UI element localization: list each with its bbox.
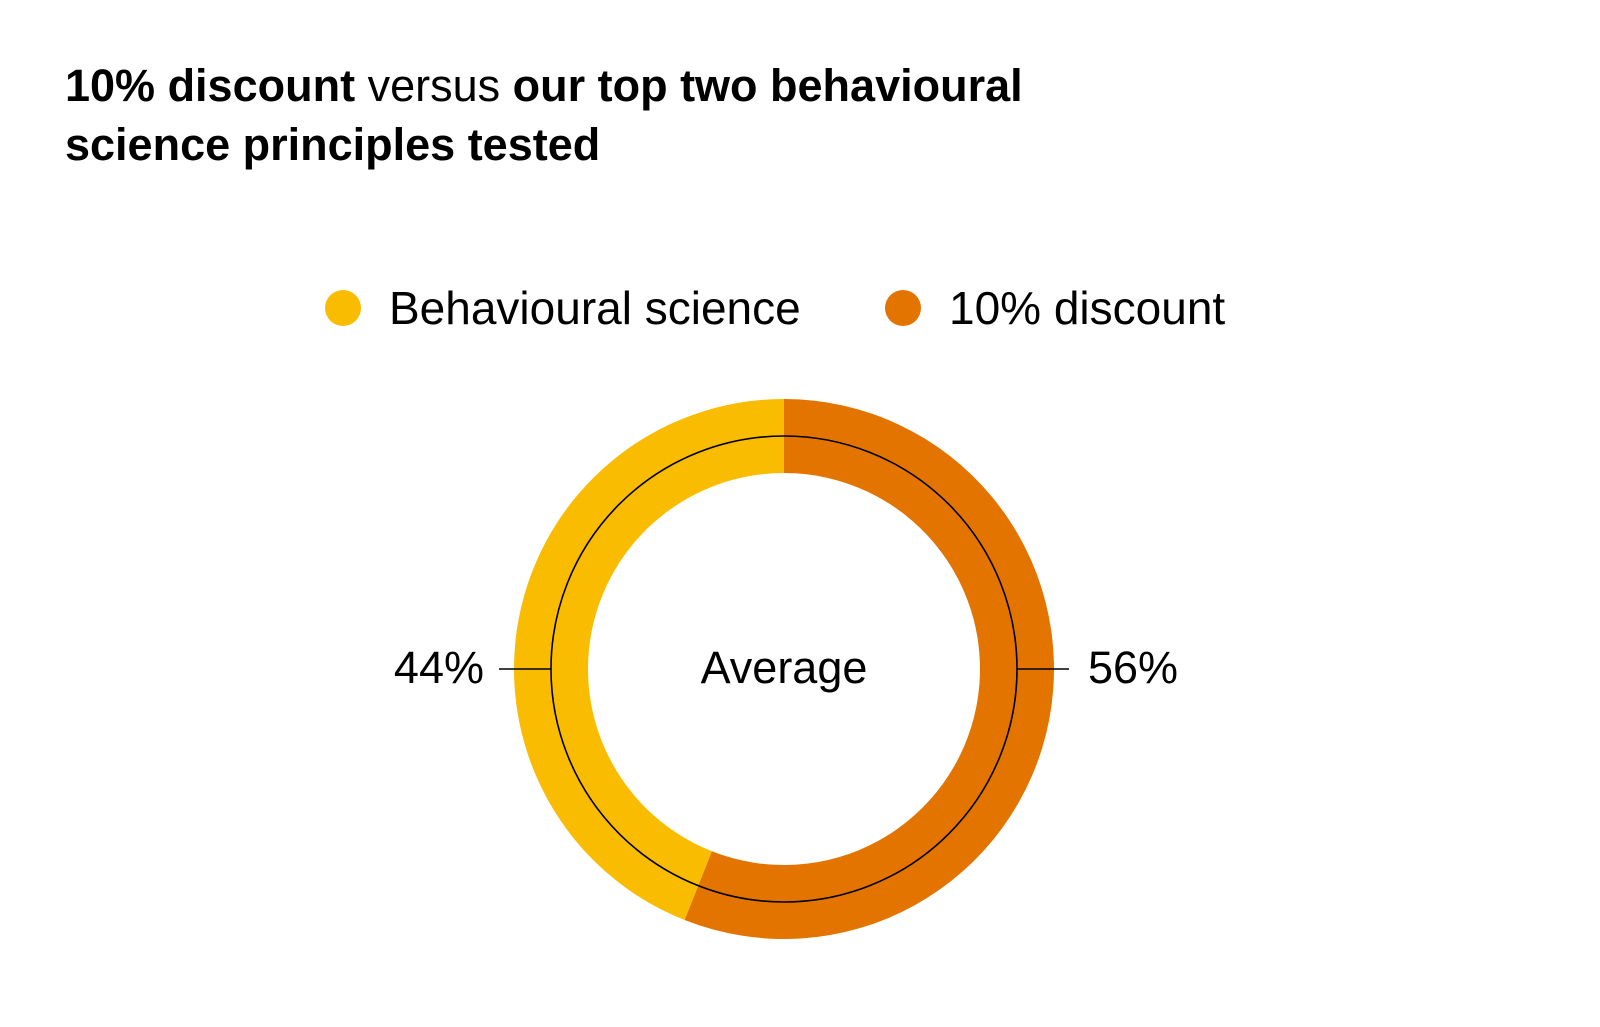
legend-swatch-10-discount xyxy=(885,290,921,326)
legend-item-10-discount: 10% discount xyxy=(885,278,1225,338)
chart-title: 10% discount versus our top two behaviou… xyxy=(65,56,1165,174)
value-label-10-discount: 56% xyxy=(1088,642,1178,693)
legend-label-10-discount: 10% discount xyxy=(949,282,1226,334)
value-label-behavioural-science: 44% xyxy=(394,642,484,693)
title-bold-discount: 10% discount xyxy=(65,60,356,111)
center-label-average: Average xyxy=(701,642,868,693)
donut-slice-behavioural-science xyxy=(513,399,784,921)
chart-legend: Behavioural science 10% discount xyxy=(0,278,1600,338)
legend-item-behavioural-science: Behavioural science xyxy=(325,278,801,338)
donut-slice-10-discount xyxy=(684,399,1054,939)
title-bold-principles: our top two behavioural science principl… xyxy=(65,60,1023,170)
legend-swatch-behavioural-science xyxy=(325,290,361,326)
donut-slices xyxy=(513,399,1054,939)
title-versus: versus xyxy=(355,60,513,111)
legend-label-behavioural-science: Behavioural science xyxy=(389,282,801,334)
